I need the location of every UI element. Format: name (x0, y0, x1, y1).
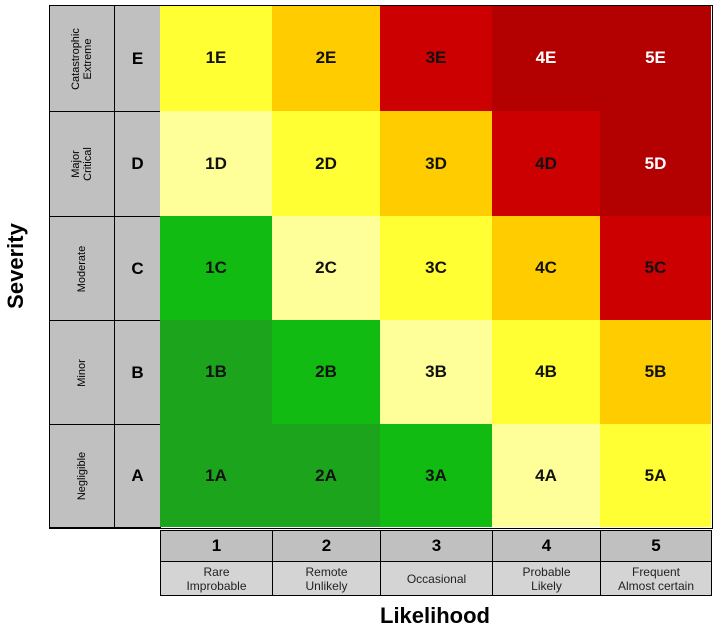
severity-name-d: Major Critical (49, 111, 115, 217)
risk-cell-5b: 5B (600, 320, 711, 424)
likelihood-name-2: Remote Unlikely (272, 561, 381, 596)
likelihood-number-2: 2 (272, 530, 381, 562)
risk-cell-3c: 3C (380, 216, 492, 320)
severity-name-label: Negligible (76, 451, 88, 501)
risk-cell-3b: 3B (380, 320, 492, 424)
risk-cell-5c: 5C (600, 216, 711, 320)
severity-letter-a: A (114, 424, 161, 528)
risk-cell-1e: 1E (160, 5, 272, 111)
likelihood-number-5: 5 (600, 530, 712, 562)
likelihood-number-4: 4 (492, 530, 601, 562)
likelihood-name-1: Rare Improbable (160, 561, 273, 596)
risk-cell-2c: 2C (272, 216, 380, 320)
risk-cell-1b: 1B (160, 320, 272, 424)
severity-letter-e: E (114, 5, 161, 112)
risk-cell-2b: 2B (272, 320, 380, 424)
risk-cell-4d: 4D (492, 111, 600, 216)
risk-cell-5d: 5D (600, 111, 711, 216)
likelihood-axis-title: Likelihood (380, 603, 490, 628)
severity-letter-b: B (114, 320, 161, 425)
severity-name-a: Negligible (49, 424, 115, 528)
risk-cell-3d: 3D (380, 111, 492, 216)
likelihood-name-4: Probable Likely (492, 561, 601, 596)
risk-cell-1d: 1D (160, 111, 272, 216)
risk-cell-4c: 4C (492, 216, 600, 320)
risk-cell-5e: 5E (600, 5, 711, 111)
severity-name-b: Minor (49, 320, 115, 425)
severity-name-label: Catastrophic Extreme (69, 27, 94, 90)
risk-cell-3a: 3A (380, 424, 492, 527)
likelihood-name-5: Frequent Almost certain (600, 561, 712, 596)
risk-cell-2a: 2A (272, 424, 380, 527)
risk-cell-3e: 3E (380, 5, 492, 111)
severity-letter-d: D (114, 111, 161, 217)
risk-cell-1a: 1A (160, 424, 272, 527)
severity-letter-c: C (114, 216, 161, 321)
likelihood-name-3: Occasional (380, 561, 493, 596)
risk-cell-2d: 2D (272, 111, 380, 216)
risk-cell-2e: 2E (272, 5, 380, 111)
severity-axis-title: Severity (3, 223, 28, 309)
risk-cell-5a: 5A (600, 424, 711, 527)
severity-name-c: Moderate (49, 216, 115, 321)
severity-name-label: Minor (75, 358, 88, 387)
likelihood-number-3: 3 (380, 530, 493, 562)
severity-name-label: Major Critical (70, 147, 94, 181)
risk-cell-4b: 4B (492, 320, 600, 424)
risk-cell-4a: 4A (492, 424, 600, 527)
risk-cell-1c: 1C (160, 216, 272, 320)
likelihood-number-1: 1 (160, 530, 273, 562)
severity-name-label: Moderate (75, 245, 88, 292)
risk-cell-4e: 4E (492, 5, 600, 111)
severity-name-e: Catastrophic Extreme (49, 5, 115, 112)
